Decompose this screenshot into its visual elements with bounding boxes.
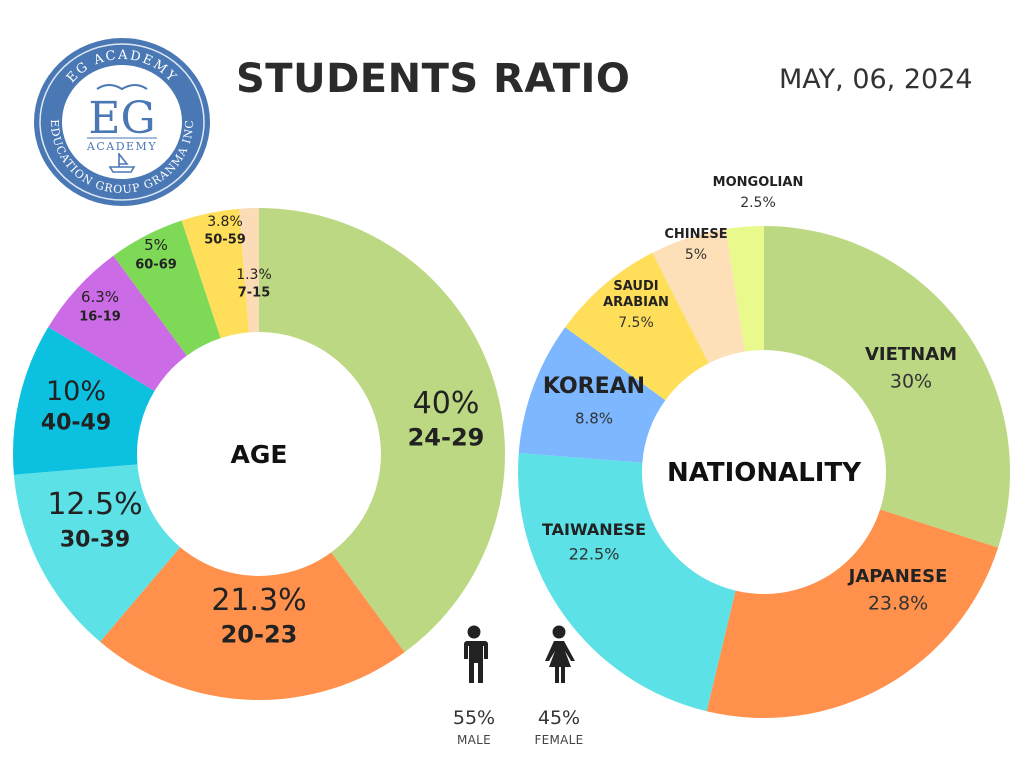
label-mongolian: MONGOLIAN — [713, 175, 804, 190]
slice-20-23 — [100, 547, 405, 700]
value-30-39: 12.5% — [47, 487, 142, 522]
slice-24-29 — [259, 207, 506, 653]
slice-7-15 — [238, 208, 259, 333]
gender-female: 45% FEMALE — [529, 625, 589, 747]
value-50-59: 3.8% — [207, 214, 243, 230]
label-40-49: 40-49 — [41, 411, 111, 436]
value-7-15: 1.3% — [236, 267, 272, 283]
slice-saudi-arabian — [565, 252, 709, 401]
value-vietnam: 30% — [890, 371, 932, 393]
label-60-69: 60-69 — [135, 257, 177, 272]
value-mongolian: 2.5% — [740, 195, 776, 211]
center-label: NATIONALITY — [667, 458, 862, 488]
value-60-69: 5% — [144, 236, 168, 254]
slice-chinese — [652, 229, 745, 364]
label-saudi-arabian: ARABIAN — [603, 295, 669, 310]
label-7-15: 7-15 — [238, 285, 271, 300]
value-saudi-arabian: 7.5% — [618, 315, 654, 331]
slice-japanese — [706, 509, 999, 718]
label-30-39: 30-39 — [60, 528, 130, 553]
slice-50-59 — [181, 208, 250, 339]
label-korean: KOREAN — [543, 374, 645, 399]
slice-taiwanese — [518, 453, 736, 712]
logo-mark: EG — [88, 93, 155, 144]
slice-40-49 — [12, 327, 155, 475]
age-donut-chart: AGE 40% 24-29 21.3% 20-23 12.5% 30-39 10% 40-49 6… — [12, 207, 506, 700]
female-icon — [545, 625, 575, 683]
value-16-19: 6.3% — [81, 288, 119, 306]
label-chinese: CHINESE — [664, 227, 727, 242]
page-title: STUDENTS RATIO — [236, 56, 631, 102]
center-label: AGE — [231, 440, 288, 469]
value-chinese: 5% — [685, 247, 707, 263]
male-label: MALE — [456, 733, 492, 747]
label-japanese: JAPANESE — [847, 566, 948, 587]
label-20-23: 20-23 — [221, 621, 298, 649]
label-vietnam: VIETNAM — [865, 344, 957, 365]
gender-male: 55% MALE — [444, 625, 504, 747]
label-50-59: 50-59 — [204, 232, 246, 247]
eg-academy-logo: EG ACADEMY EDUCATION GROUP GRANMA INC EG… — [34, 38, 210, 206]
female-percent: 45% — [537, 707, 581, 729]
label-24-29: 24-29 — [408, 424, 485, 452]
ship-icon — [108, 153, 136, 173]
value-korean: 8.8% — [575, 409, 613, 427]
slice-60-69 — [113, 220, 221, 356]
value-taiwanese: 22.5% — [569, 545, 620, 564]
slice-mongolian — [725, 226, 764, 352]
female-label: FEMALE — [534, 733, 584, 747]
logo-sub: ACADEMY — [86, 140, 157, 153]
nationality-donut-chart: NATIONALITY VIETNAM 30% JAPANESE 23.8% TAIWAN… — [518, 175, 1010, 718]
value-40-49: 10% — [46, 376, 106, 407]
report-date: MAY, 06, 2024 — [779, 64, 973, 95]
label-taiwanese: TAIWANESE — [542, 520, 646, 539]
value-24-29: 40% — [413, 386, 480, 421]
male-percent: 55% — [452, 707, 496, 729]
slice-30-39 — [13, 464, 181, 642]
slice-vietnam — [764, 226, 1010, 548]
value-japanese: 23.8% — [868, 593, 928, 615]
slice-16-19 — [48, 255, 187, 392]
slice-korean — [518, 327, 666, 463]
male-icon — [463, 625, 488, 683]
label-saudi-arabian: SAUDI — [613, 279, 658, 294]
value-20-23: 21.3% — [211, 583, 306, 618]
label-16-19: 16-19 — [79, 309, 121, 324]
